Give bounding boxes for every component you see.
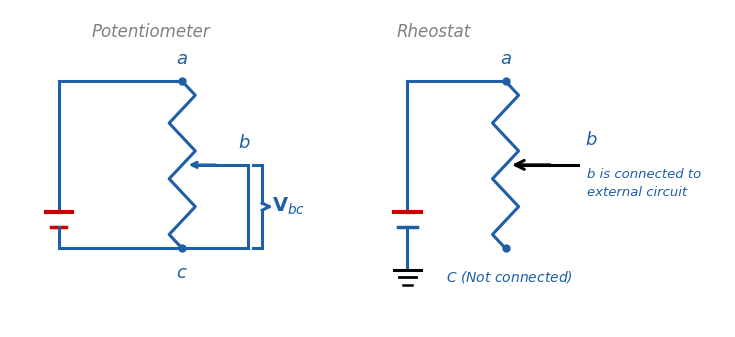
Text: $a$: $a$ [500, 50, 512, 68]
Text: Rheostat: Rheostat [397, 23, 471, 41]
Text: $b$: $b$ [586, 131, 598, 149]
Text: $c$: $c$ [176, 265, 188, 282]
Text: $a$: $a$ [176, 50, 188, 68]
Text: Potentiometer: Potentiometer [91, 23, 210, 41]
Text: $b$: $b$ [237, 134, 250, 152]
Text: $C$ (Not connected): $C$ (Not connected) [445, 269, 573, 285]
Text: $\mathbf{V}_{bc}$: $\mathbf{V}_{bc}$ [272, 196, 305, 217]
Text: b is connected to
external circuit: b is connected to external circuit [587, 168, 701, 200]
